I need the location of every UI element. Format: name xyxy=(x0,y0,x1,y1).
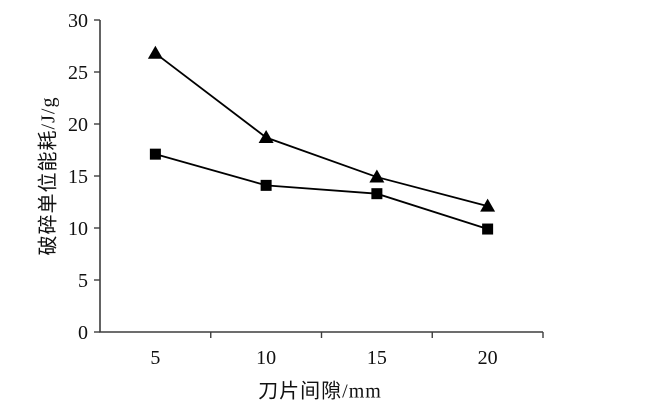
x-tick-label: 5 xyxy=(150,347,160,369)
y-axis-title: 破碎单位能耗/J/g xyxy=(37,96,60,256)
y-tick-label: 30 xyxy=(68,10,88,32)
triangle-marker xyxy=(258,130,274,144)
y-tick-label: 0 xyxy=(78,322,88,344)
square-marker xyxy=(371,188,383,200)
y-tick-label: 10 xyxy=(68,218,88,240)
square-marker xyxy=(149,148,161,160)
y-tick-label: 5 xyxy=(78,270,88,292)
x-tick-label: 20 xyxy=(478,347,498,369)
square-marker xyxy=(260,179,272,191)
y-tick-label: 20 xyxy=(68,114,88,136)
square-series-line xyxy=(155,153,488,230)
y-tick-label: 15 xyxy=(68,166,88,188)
triangle-marker xyxy=(480,198,496,212)
triangle-marker xyxy=(147,45,163,59)
x-tick-label: 15 xyxy=(367,347,387,369)
x-axis-title: 刀片间隙/mm xyxy=(258,380,382,403)
x-tick-label: 10 xyxy=(256,347,276,369)
square-marker xyxy=(482,223,494,235)
triangle-series-line xyxy=(154,52,488,208)
y-tick-label: 25 xyxy=(68,62,88,84)
triangle-marker xyxy=(369,169,385,183)
axis-lines xyxy=(99,20,543,333)
